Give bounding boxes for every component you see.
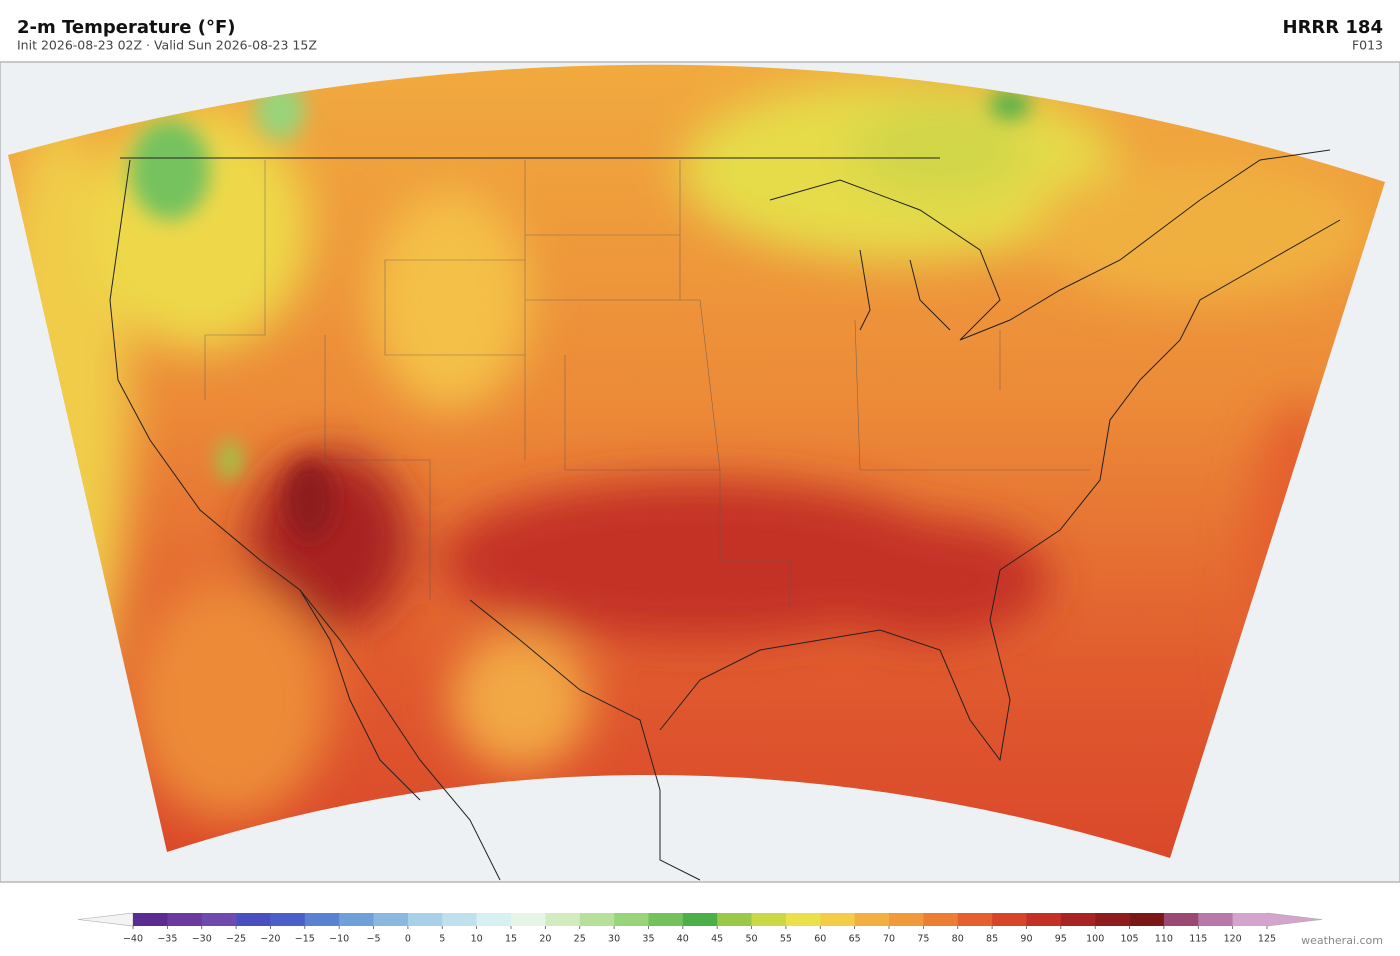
colorbar-bin bbox=[1129, 913, 1165, 926]
colorbar-tick-label: −35 bbox=[157, 934, 177, 945]
colorbar-bin bbox=[236, 913, 271, 926]
colorbar-bin bbox=[1232, 913, 1268, 926]
colorbar-tick-label: 90 bbox=[1020, 934, 1032, 945]
state-borders bbox=[204, 160, 1090, 610]
colorbar-tick-label: 120 bbox=[1224, 934, 1242, 945]
colorbar-tick-label: 110 bbox=[1155, 934, 1173, 945]
colorbar-bin bbox=[1163, 913, 1199, 926]
coastlines bbox=[109, 149, 1341, 881]
colorbar-tick-label: 115 bbox=[1189, 934, 1207, 945]
colorbar-tick-label: 40 bbox=[677, 934, 689, 945]
colorbar-tick-label: 25 bbox=[574, 934, 586, 945]
colorbar-bin bbox=[476, 913, 512, 926]
colorbar-tick-label: 105 bbox=[1120, 934, 1138, 945]
colorbar-tick-label: 80 bbox=[952, 934, 964, 945]
colorbar-tick-label: 50 bbox=[745, 934, 757, 945]
forecast-hour: F013 bbox=[1352, 38, 1383, 53]
colorbar-bin bbox=[442, 913, 477, 926]
colorbar-bin bbox=[614, 913, 649, 926]
colorbar-tick-label: −15 bbox=[295, 934, 315, 945]
colorbar-bin bbox=[717, 913, 752, 926]
colorbar-tick-label: 75 bbox=[917, 934, 929, 945]
colorbar-bin bbox=[820, 913, 855, 926]
colorbar-tick-label: −30 bbox=[192, 934, 212, 945]
colorbar-tick-label: −5 bbox=[367, 934, 381, 945]
model-label: HRRR 184 bbox=[1283, 17, 1384, 38]
colorbar-tick-label: 30 bbox=[608, 934, 620, 945]
colorbar-tick-label: 85 bbox=[986, 934, 998, 945]
colorbar-bin bbox=[1060, 913, 1096, 926]
colorbar-bin bbox=[682, 913, 718, 926]
title: 2-m Temperature (°F) bbox=[17, 17, 236, 38]
colorbar-tick-label: 60 bbox=[814, 934, 826, 945]
colorbar-tick-label: 35 bbox=[642, 934, 654, 945]
colorbar-bin bbox=[339, 913, 374, 926]
colorbar-bin bbox=[854, 913, 890, 926]
colorbar-bin bbox=[1198, 913, 1233, 926]
colorbar-bin bbox=[648, 913, 684, 926]
colorbar-bin bbox=[1026, 913, 1062, 926]
colorbar-bin bbox=[751, 913, 787, 926]
colorbar-tick-label: 20 bbox=[539, 934, 551, 945]
colorbar-bin bbox=[923, 913, 959, 926]
colorbar-tick-label: 5 bbox=[439, 934, 445, 945]
colorbar-tick-label: 100 bbox=[1086, 934, 1104, 945]
colorbar-bin bbox=[889, 913, 924, 926]
temperature-field bbox=[8, 64, 1385, 858]
colorbar-bin bbox=[992, 913, 1027, 926]
colorbar-tick-label: 65 bbox=[849, 934, 861, 945]
colorbar-tick-label: 0 bbox=[405, 934, 411, 945]
colorbar-bin bbox=[1095, 913, 1130, 926]
colorbar-bin bbox=[270, 913, 306, 926]
colorbar-bin bbox=[407, 913, 443, 926]
credit: weatherai.com bbox=[1301, 934, 1383, 947]
colorbar-bin bbox=[133, 913, 168, 926]
colorbar-bin bbox=[579, 913, 615, 926]
colorbar-tick-label: −10 bbox=[329, 934, 349, 945]
colorbar-bin bbox=[957, 913, 993, 926]
colorbar-tick-label: −25 bbox=[226, 934, 246, 945]
colorbar-bin bbox=[545, 913, 581, 926]
colorbar-tick-label: 10 bbox=[471, 934, 483, 945]
colorbar-under bbox=[77, 912, 134, 927]
colorbar-tick-label: −40 bbox=[123, 934, 143, 945]
colorbar-bin bbox=[167, 913, 203, 926]
subtitle: Init 2026-08-23 02Z · Valid Sun 2026-08-… bbox=[17, 38, 317, 53]
colorbar-tick-label: 70 bbox=[883, 934, 895, 945]
colorbar-tick-label: 95 bbox=[1055, 934, 1067, 945]
colorbar-tick-label: 125 bbox=[1258, 934, 1276, 945]
colorbar-bin bbox=[304, 913, 340, 926]
colorbar-bin bbox=[785, 913, 821, 926]
colorbar-over bbox=[1266, 912, 1323, 927]
colorbar-tick-label: 45 bbox=[711, 934, 723, 945]
colorbar-bin bbox=[373, 913, 409, 926]
colorbar: −40 −35 −30 −25 −20 −15 −10 −5 0 5 10 15 20 25 30 35 40 4… bbox=[77, 912, 1323, 945]
colorbar-tick-label: −20 bbox=[260, 934, 280, 945]
colorbar-bin bbox=[511, 913, 546, 926]
colorbar-tick-label: 15 bbox=[505, 934, 517, 945]
colorbar-bin bbox=[201, 913, 237, 926]
colorbar-tick-label: 55 bbox=[780, 934, 792, 945]
